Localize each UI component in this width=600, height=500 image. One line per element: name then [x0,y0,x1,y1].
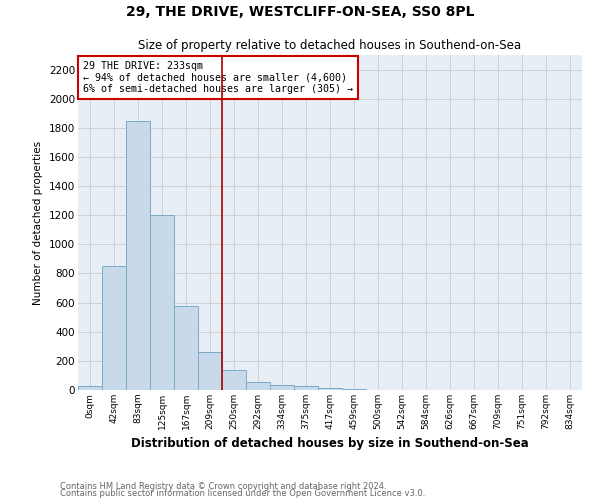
Text: Contains HM Land Registry data © Crown copyright and database right 2024.: Contains HM Land Registry data © Crown c… [60,482,386,491]
Text: Contains public sector information licensed under the Open Government Licence v3: Contains public sector information licen… [60,489,425,498]
Text: 29, THE DRIVE, WESTCLIFF-ON-SEA, SS0 8PL: 29, THE DRIVE, WESTCLIFF-ON-SEA, SS0 8PL [126,5,474,19]
Bar [246,382,270,390]
Bar [174,306,198,390]
Bar [78,386,102,390]
Bar [270,385,294,390]
Bar [222,370,246,390]
Text: 29 THE DRIVE: 233sqm
← 94% of detached houses are smaller (4,600)
6% of semi-det: 29 THE DRIVE: 233sqm ← 94% of detached h… [83,61,353,94]
Bar [102,266,126,390]
Bar [150,215,174,390]
Title: Size of property relative to detached houses in Southend-on-Sea: Size of property relative to detached ho… [139,40,521,52]
Bar [294,386,318,390]
Y-axis label: Number of detached properties: Number of detached properties [34,140,43,304]
Bar [126,120,150,390]
Bar [318,388,342,390]
X-axis label: Distribution of detached houses by size in Southend-on-Sea: Distribution of detached houses by size … [131,438,529,450]
Bar [198,352,222,390]
